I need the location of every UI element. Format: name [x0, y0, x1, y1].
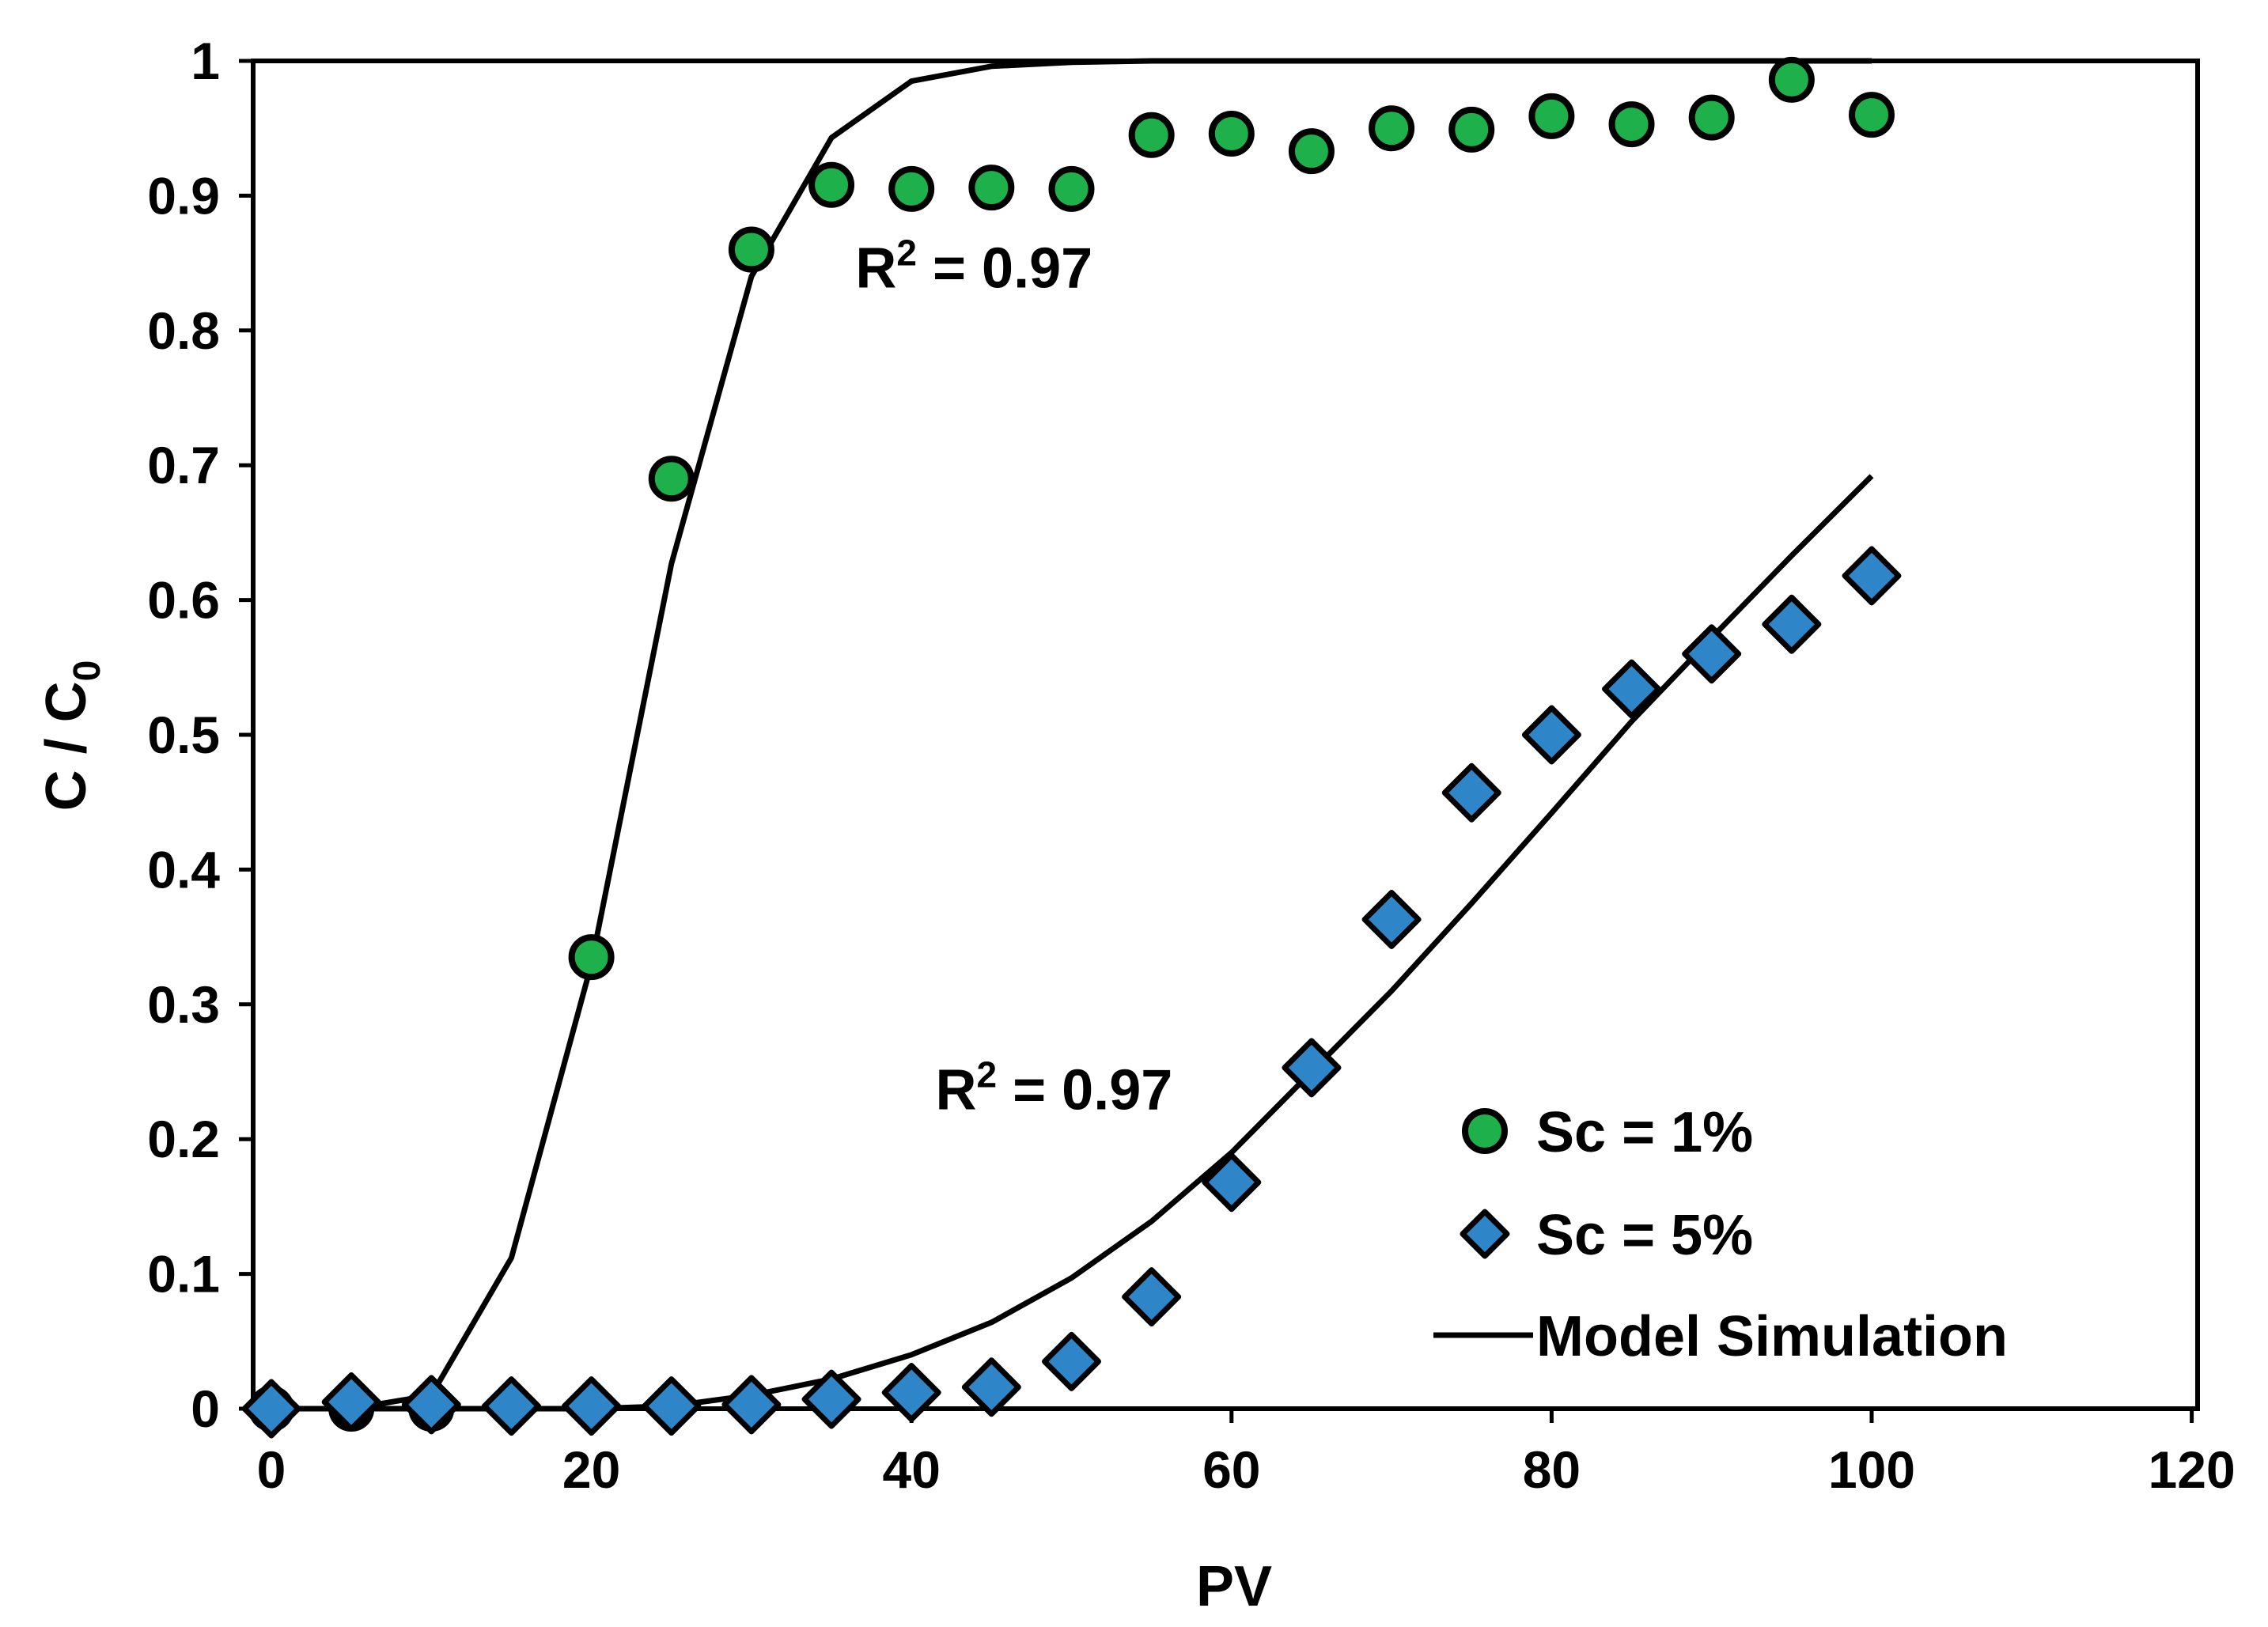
legend-label: Sc = 5% [1536, 1204, 1753, 1267]
y-tick-label: 0.6 [147, 571, 220, 630]
data-point-sc-1 [1768, 56, 1815, 103]
y-tick-label: 0.1 [147, 1245, 220, 1303]
data-point-sc-1 [968, 165, 1015, 211]
x-tick-label: 60 [1202, 1440, 1260, 1499]
y-axis-ticks: 0 0.1 0.2 0.3 0.4 0.5 0.6 0.7 0.8 0.9 1 [147, 32, 253, 1438]
data-point-sc-5 [881, 1363, 941, 1423]
legend-label: Sc = 1% [1536, 1101, 1753, 1164]
legend-marker-diamond [1460, 1209, 1510, 1259]
x-tick-label: 0 [257, 1440, 286, 1499]
data-point-sc-5 [1762, 594, 1822, 654]
y-axis-title: C / C0 [35, 660, 108, 812]
data-point-sc-1 [1369, 105, 1415, 152]
data-point-sc-5 [1361, 889, 1422, 949]
data-point-sc-5 [401, 1375, 461, 1435]
data-point-sc-5 [1441, 762, 1501, 823]
y-tick-label: 0.2 [147, 1110, 220, 1168]
data-point-sc-5 [642, 1376, 702, 1436]
y-tick-label: 0.7 [147, 436, 220, 494]
r-squared-annotation: R2 = 0.97 [855, 232, 1092, 300]
r-squared-annotation: R2 = 0.97 [936, 1054, 1173, 1122]
legend-label: Model Simulation [1536, 1305, 2008, 1368]
y-tick-label: 0 [191, 1379, 220, 1438]
y-axis-title-subscript: 0 [66, 660, 108, 682]
data-point-sc-5 [1042, 1331, 1101, 1391]
data-point-sc-1 [1208, 111, 1255, 157]
data-point-sc-1 [1448, 106, 1495, 153]
data-point-sc-5 [1842, 546, 1902, 606]
data-point-sc-1 [648, 456, 695, 502]
data-point-sc-1 [1688, 94, 1735, 141]
data-point-sc-1 [808, 161, 855, 208]
x-axis-title: PV [1196, 1555, 1272, 1618]
x-axis-ticks: 0 20 40 60 80 100 120 [257, 1409, 2236, 1499]
y-tick-label: 0.4 [147, 840, 220, 899]
data-point-sc-5 [1282, 1038, 1342, 1098]
data-point-sc-5 [1521, 705, 1581, 765]
data-points [241, 56, 1902, 1439]
data-point-sc-1 [1288, 128, 1335, 175]
data-point-sc-5 [321, 1372, 381, 1432]
x-tick-label: 20 [562, 1440, 620, 1499]
y-tick-label: 1 [191, 32, 220, 90]
data-point-sc-5 [562, 1376, 622, 1436]
data-point-sc-5 [241, 1379, 301, 1439]
legend-marker-circle [1462, 1108, 1508, 1154]
x-tick-label: 80 [1523, 1440, 1581, 1499]
y-tick-label: 0.9 [147, 166, 220, 225]
data-point-sc-1 [1048, 165, 1095, 212]
data-point-sc-5 [1122, 1267, 1182, 1327]
x-tick-label: 100 [1828, 1440, 1915, 1499]
data-point-sc-5 [721, 1375, 782, 1435]
data-point-sc-1 [568, 934, 615, 981]
data-point-sc-5 [1202, 1152, 1262, 1213]
data-point-sc-1 [1528, 93, 1575, 139]
data-point-sc-5 [481, 1376, 541, 1436]
data-point-sc-1 [1128, 112, 1175, 158]
data-point-sc-5 [1602, 659, 1662, 719]
data-point-sc-1 [1608, 101, 1655, 148]
data-point-sc-1 [1849, 92, 1895, 138]
y-tick-label: 0.8 [147, 301, 220, 360]
data-point-sc-1 [888, 165, 935, 212]
data-point-sc-5 [961, 1357, 1021, 1417]
y-axis-title-main: C / C [35, 681, 98, 811]
data-point-sc-5 [801, 1369, 861, 1429]
data-point-sc-5 [1682, 624, 1742, 684]
data-point-sc-1 [728, 226, 774, 273]
model-simulation-line [271, 58, 1872, 1412]
x-tick-label: 40 [882, 1440, 940, 1499]
annotations: R2 = 0.97 R2 = 0.97 [855, 232, 1172, 1122]
y-tick-label: 0.3 [147, 975, 220, 1034]
x-tick-label: 120 [2149, 1440, 2236, 1499]
legend: Sc = 1% Sc = 5% Model Simulation [1433, 1101, 2008, 1368]
y-tick-label: 0.5 [147, 706, 220, 764]
